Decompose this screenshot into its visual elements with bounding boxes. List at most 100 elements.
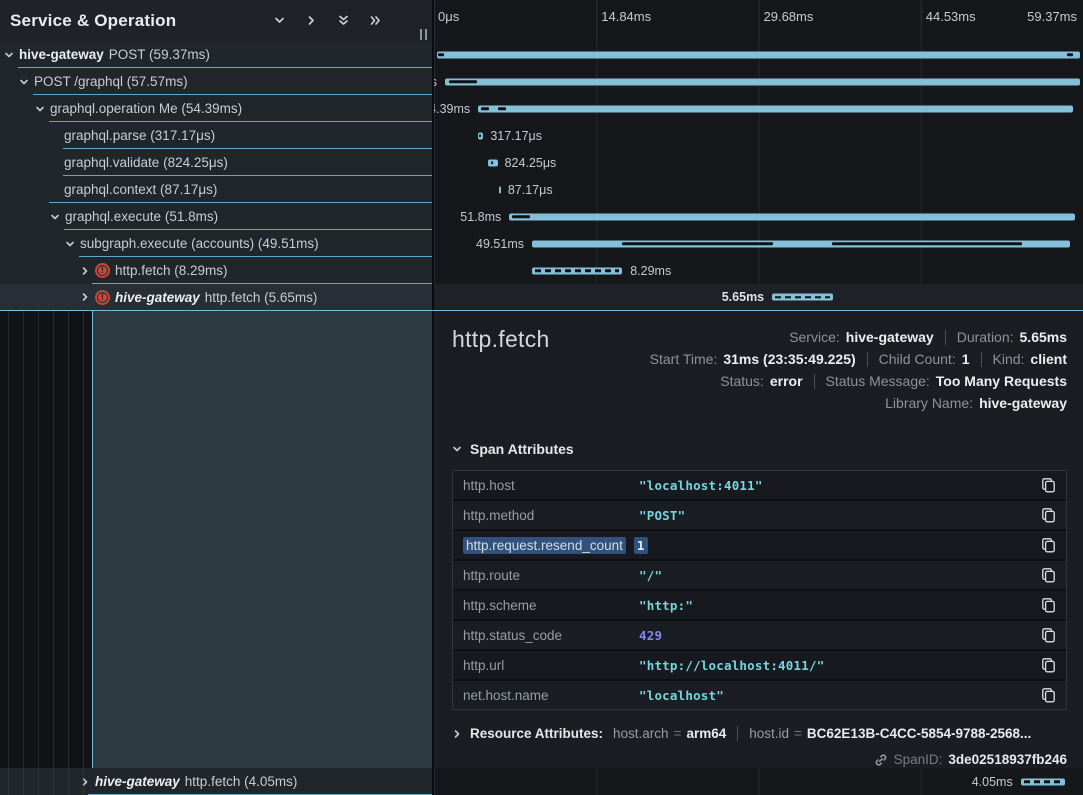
- span-attributes-toggle[interactable]: Span Attributes: [452, 441, 1067, 457]
- span-name: graphql.execute (51.8ms): [65, 209, 219, 224]
- span-bar[interactable]: [487, 159, 498, 166]
- resource-attributes-title[interactable]: Resource Attributes:: [470, 726, 604, 741]
- bar-duration-label: 5.65ms: [721, 290, 765, 304]
- span-row[interactable]: graphql.operation Me (54.39ms) 54.39ms: [0, 95, 1083, 122]
- span-row-selected[interactable]: hive-gateway http.fetch (5.65ms) 5.65ms: [0, 284, 1083, 311]
- span-bar[interactable]: [531, 240, 1070, 247]
- chevron-down-icon[interactable]: [4, 50, 14, 60]
- span-bar[interactable]: [531, 267, 623, 274]
- chevron-down-icon[interactable]: [50, 212, 60, 222]
- span-name: http.fetch (8.29ms): [115, 263, 228, 278]
- span-row[interactable]: graphql.parse (317.17μs) 317.17μs: [0, 122, 1083, 149]
- span-bar[interactable]: [436, 51, 1081, 58]
- span-row[interactable]: http.fetch (8.29ms) 8.29ms: [0, 257, 1083, 284]
- ruler-tick: 14.84ms: [601, 9, 652, 24]
- span-bar[interactable]: [772, 293, 834, 301]
- attribute-key: http.status_code: [463, 627, 563, 643]
- detail-title: http.fetch: [452, 326, 550, 352]
- span-attributes-title: Span Attributes: [470, 441, 574, 457]
- selected-span-region: [92, 311, 432, 768]
- link-icon[interactable]: [874, 753, 888, 767]
- chevron-right-icon[interactable]: [80, 266, 90, 276]
- span-name: http.fetch (5.65ms): [204, 289, 318, 305]
- panel-resize-handle[interactable]: [420, 29, 427, 40]
- meta-value: hive-gateway: [979, 395, 1067, 411]
- span-bar[interactable]: [509, 213, 1076, 220]
- attribute-key: http.request.resend_count: [463, 536, 626, 554]
- span-bar[interactable]: [1020, 778, 1066, 785]
- meta-value: Too Many Requests: [935, 373, 1067, 389]
- chevron-down-icon: [453, 446, 461, 452]
- attribute-row: http.url "http://localhost:4011/": [453, 651, 1066, 679]
- resource-value: arm64: [686, 726, 727, 741]
- chevron-down-icon[interactable]: [35, 104, 45, 114]
- span-service: hive-gateway: [95, 774, 180, 789]
- copy-button[interactable]: [1041, 657, 1056, 673]
- copy-button[interactable]: [1041, 627, 1056, 643]
- attribute-value: 1: [633, 536, 648, 554]
- span-name: subgraph.execute (accounts) (49.51ms): [80, 236, 319, 251]
- detail-meta: Service: hive-gateway Duration: 5.65ms S…: [650, 326, 1067, 414]
- panel-title: Service & Operation: [10, 10, 177, 30]
- ruler-tick: 29.68ms: [763, 9, 814, 24]
- meta-value: 31ms (23:35:49.225): [723, 351, 856, 367]
- span-id-value: 3de02518937fb246: [948, 752, 1067, 767]
- span-name: graphql.validate (824.25μs): [64, 155, 228, 170]
- meta-label: Kind:: [992, 351, 1025, 367]
- copy-button[interactable]: [1041, 567, 1056, 583]
- attribute-value: "http://localhost:4011/": [639, 657, 825, 673]
- chevron-right-icon[interactable]: [80, 292, 90, 302]
- collapse-one-icon[interactable]: [273, 14, 286, 27]
- span-bar[interactable]: [478, 132, 484, 139]
- span-row[interactable]: POST /graphql (57.57ms) 57.57ms: [0, 68, 1083, 95]
- attribute-key: http.url: [463, 657, 505, 673]
- error-status-icon: [95, 289, 110, 305]
- span-bar[interactable]: [445, 78, 1081, 85]
- chevron-down-icon[interactable]: [65, 239, 75, 249]
- attribute-row: http.scheme "http:": [453, 591, 1066, 619]
- span-bar[interactable]: [478, 105, 1073, 112]
- span-name: graphql.context (87.17μs): [64, 182, 218, 197]
- copy-button[interactable]: [1041, 507, 1056, 523]
- attribute-value: 429: [639, 627, 663, 643]
- meta-value: 5.65ms: [1019, 329, 1067, 345]
- span-name: graphql.parse (317.17μs): [64, 128, 216, 143]
- copy-button[interactable]: [1041, 597, 1056, 613]
- span-row[interactable]: graphql.validate (824.25μs) 824.25μs: [0, 149, 1083, 176]
- meta-label: Status:: [720, 373, 764, 389]
- span-row[interactable]: subgraph.execute (accounts) (49.51ms) 49…: [0, 230, 1083, 257]
- collapse-all-icon[interactable]: [337, 14, 350, 27]
- expand-one-icon[interactable]: [305, 14, 318, 27]
- span-row[interactable]: hive-gateway POST (59.37ms): [0, 41, 1083, 68]
- span-row[interactable]: graphql.execute (51.8ms) 51.8ms: [0, 203, 1083, 230]
- chevron-down-icon[interactable]: [19, 77, 29, 87]
- meta-label: Service:: [789, 329, 840, 345]
- tree-toolbar: [273, 14, 382, 27]
- copy-button[interactable]: [1041, 477, 1056, 493]
- span-name: http.fetch (4.05ms): [184, 774, 298, 789]
- bar-duration-label: 8.29ms: [630, 263, 672, 278]
- copy-button[interactable]: [1041, 687, 1056, 703]
- span-bar[interactable]: [498, 186, 501, 193]
- meta-label: Library Name:: [885, 395, 974, 411]
- expand-all-icon[interactable]: [369, 14, 382, 27]
- span-id-label: SpanID:: [893, 752, 943, 767]
- bar-duration-label: 4.05ms: [971, 774, 1013, 789]
- meta-label: Start Time:: [649, 351, 718, 367]
- span-row[interactable]: graphql.context (87.17μs) 87.17μs: [0, 176, 1083, 203]
- bar-duration-label: 824.25μs: [504, 155, 557, 170]
- bar-duration-label: 87.17μs: [507, 182, 553, 197]
- error-status-icon: [95, 263, 110, 278]
- chevron-right-icon[interactable]: [80, 777, 90, 787]
- meta-value: hive-gateway: [845, 329, 934, 345]
- time-ruler: 0μs 14.84ms 29.68ms 44.53ms 59.37ms: [434, 0, 1083, 41]
- attribute-key: net.host.name: [463, 687, 549, 703]
- span-row[interactable]: hive-gateway http.fetch (4.05ms) 4.05ms: [0, 768, 1083, 795]
- resource-key: host.arch: [613, 726, 669, 741]
- chevron-right-icon[interactable]: [452, 729, 462, 739]
- copy-button[interactable]: [1041, 537, 1056, 553]
- attribute-row: http.host "localhost:4011": [453, 471, 1066, 499]
- bar-duration-label: 57.57ms: [434, 75, 437, 89]
- resource-attributes-row: Resource Attributes: host.arch = arm64 h…: [452, 726, 1067, 741]
- span-name: graphql.operation Me (54.39ms): [50, 101, 243, 116]
